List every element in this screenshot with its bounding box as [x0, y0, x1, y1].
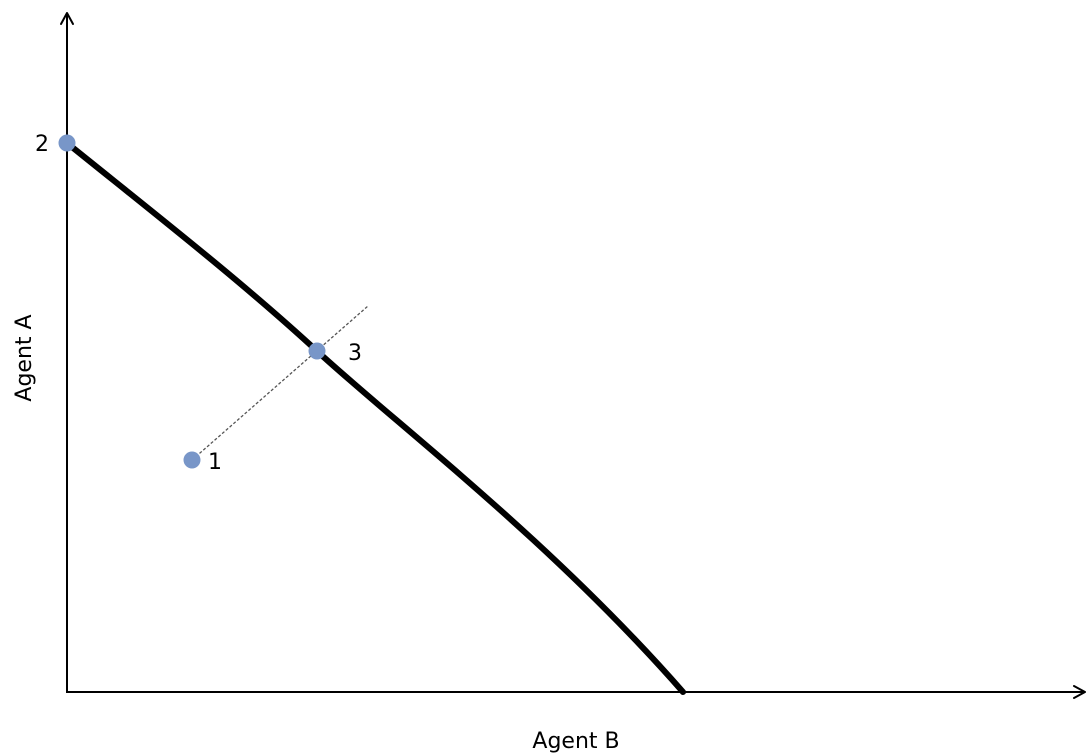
point-3-marker: [308, 342, 326, 360]
y-axis-title: Agent A: [12, 314, 37, 401]
point-2-label: 2: [35, 132, 49, 157]
point-1-label: 1: [208, 450, 222, 475]
point-1-marker: [183, 451, 201, 469]
utility-frontier-curve: [64, 140, 686, 695]
y-axis-arrow: [60, 12, 74, 25]
point-3-label: 3: [348, 341, 362, 366]
improvement-guide-line: [191, 305, 369, 461]
point-2-marker: [58, 134, 76, 152]
x-axis-arrow: [1073, 685, 1086, 699]
x-axis-title: Agent B: [532, 729, 619, 754]
